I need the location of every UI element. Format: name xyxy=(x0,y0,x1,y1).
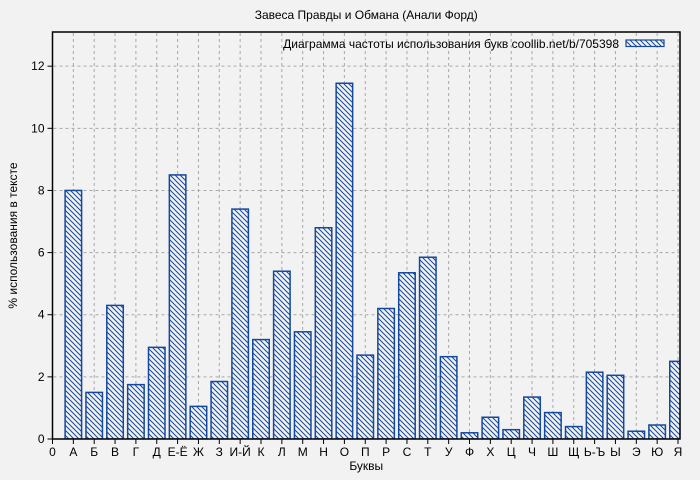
x-tick-label: Ш xyxy=(547,445,558,459)
bar-Х xyxy=(481,416,500,439)
y-tick-label: 2 xyxy=(38,370,45,384)
bar-Ч xyxy=(523,396,542,439)
x-tick-label: М xyxy=(298,445,308,459)
bars-group xyxy=(64,82,680,439)
x-tick-label: 0 xyxy=(49,445,56,459)
bar-Т xyxy=(418,256,437,439)
bar-И-Й xyxy=(231,208,250,439)
bar-В xyxy=(106,304,125,439)
bar-Э xyxy=(627,430,646,439)
x-tick-label: К xyxy=(258,445,265,459)
bar-П xyxy=(356,354,375,439)
bar-З xyxy=(210,380,229,439)
x-tick-label: Ч xyxy=(528,445,536,459)
bar-Г xyxy=(126,383,145,439)
bar-Ф xyxy=(460,432,479,439)
y-tick-label: 10 xyxy=(31,121,45,135)
x-tick-label: Ф xyxy=(465,445,474,459)
y-tick-label: 8 xyxy=(38,183,45,197)
chart-title: Завеса Правды и Обмана (Анали Форд) xyxy=(255,8,478,22)
plot-border xyxy=(51,31,681,440)
x-tick-label: Н xyxy=(319,445,328,459)
x-tick-label: Д xyxy=(153,445,161,459)
x-tick-label: С xyxy=(403,445,412,459)
bar-О xyxy=(335,82,354,439)
x-tick-label: О xyxy=(340,445,349,459)
bar-Ж xyxy=(189,405,208,439)
bar-А xyxy=(64,189,83,439)
bar-К xyxy=(252,338,270,439)
x-tick-label: Ь-Ъ xyxy=(584,445,605,459)
x-tick-label: Г xyxy=(133,445,140,459)
bar-Р xyxy=(377,307,396,439)
x-tick-label: У xyxy=(445,445,453,459)
x-tick-label: Х xyxy=(486,445,494,459)
bar-М xyxy=(293,331,312,439)
x-axis-title: Буквы xyxy=(349,459,383,473)
x-tick-label: Щ xyxy=(568,445,579,459)
bar-Л xyxy=(272,270,291,439)
bar-У xyxy=(439,355,458,439)
y-tick-label: 0 xyxy=(38,432,45,446)
y-axis-title: % использования в тексте xyxy=(6,162,20,308)
x-tick-label: Я xyxy=(674,445,683,459)
y-tick-label: 12 xyxy=(31,59,45,73)
x-tick-label: Ю xyxy=(651,445,663,459)
bar-С xyxy=(397,272,416,439)
legend-label: Диаграмма частоты использования букв coo… xyxy=(283,37,619,51)
x-tick-label: А xyxy=(69,445,77,459)
x-tick-label: Б xyxy=(90,445,98,459)
bar-Щ xyxy=(564,425,583,439)
x-tick-label: Ы xyxy=(610,445,621,459)
bar-Ы xyxy=(606,374,625,439)
x-tick-label: Т xyxy=(424,445,432,459)
x-tick-label: З xyxy=(216,445,223,459)
x-tick-label: Ц xyxy=(507,445,516,459)
x-tick-label: Э xyxy=(632,445,641,459)
bar-Я xyxy=(669,360,680,439)
y-tick-label: 6 xyxy=(38,246,45,260)
bar-Ш xyxy=(543,411,562,439)
x-tick-label: Е-Ё xyxy=(168,445,188,459)
bar-Н xyxy=(314,226,333,439)
bar-Б xyxy=(85,391,104,439)
bar-Ц xyxy=(502,428,521,439)
bar-Д xyxy=(147,346,166,439)
bar-Е-Ё xyxy=(168,174,187,439)
x-tick-label: Р xyxy=(382,445,390,459)
x-tick-label: П xyxy=(361,445,370,459)
legend-swatch xyxy=(625,39,665,48)
x-tick-label: Ж xyxy=(193,445,204,459)
x-tick-label: Л xyxy=(278,445,286,459)
y-tick-label: 4 xyxy=(38,308,45,322)
bar-Ю xyxy=(648,424,667,439)
x-tick-label: В xyxy=(111,445,119,459)
bar-Ь-Ъ xyxy=(585,371,604,439)
x-tick-label: И-Й xyxy=(230,444,251,459)
